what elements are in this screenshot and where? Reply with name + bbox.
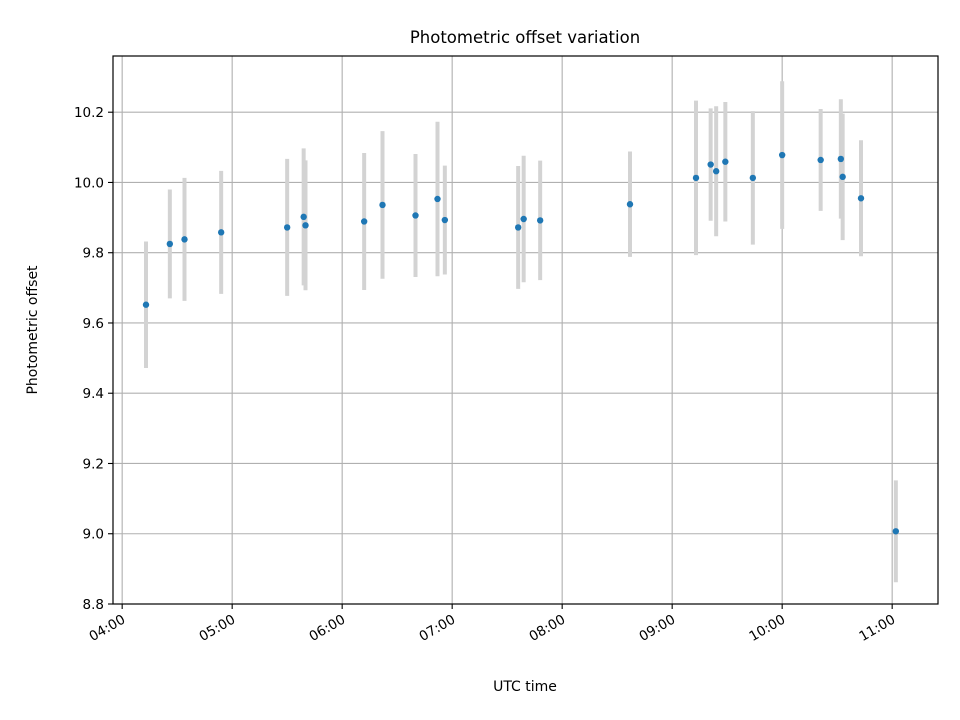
data-point [514, 224, 522, 231]
data-point [712, 168, 720, 175]
data-point [857, 195, 865, 202]
y-tick-label: 10.2 [74, 105, 104, 121]
data-point [441, 216, 449, 224]
data-point [360, 218, 368, 225]
y-tick-label: 9.4 [83, 386, 104, 402]
data-point [626, 201, 634, 208]
data-point [692, 174, 700, 182]
data-point [722, 158, 729, 165]
data-point [166, 240, 174, 248]
data-points [142, 151, 900, 535]
y-tick-label: 10.0 [74, 175, 104, 191]
plot-frame [112, 55, 939, 605]
data-point [536, 217, 544, 224]
data-point [749, 174, 757, 182]
y-tick-label: 9.8 [83, 246, 104, 262]
data-point [520, 215, 527, 223]
data-point [412, 212, 419, 219]
data-point [817, 156, 824, 164]
y-tick-label: 9.6 [83, 316, 104, 332]
x-axis-label: UTC time [493, 679, 557, 695]
data-point [837, 155, 845, 163]
y-tick-label: 9.0 [83, 527, 104, 543]
data-point [283, 224, 291, 231]
data-point [181, 236, 188, 243]
y-axis-ticks: 8.8 9.0 9.2 9.4 9.6 9.8 10.0 10.2 [74, 105, 113, 613]
data-point [839, 173, 846, 181]
data-point [300, 213, 307, 221]
data-point [142, 301, 150, 308]
data-point [434, 195, 441, 203]
data-point [892, 528, 900, 535]
y-tick-label: 8.8 [83, 597, 104, 613]
data-point [302, 222, 309, 229]
data-point [217, 229, 225, 236]
y-tick-label: 9.2 [83, 456, 104, 472]
data-point [379, 201, 386, 209]
data-point [778, 151, 786, 159]
chart-title: Photometric offset variation [410, 28, 640, 47]
data-point [707, 161, 714, 168]
y-axis-label: Photometric offset [25, 265, 41, 395]
